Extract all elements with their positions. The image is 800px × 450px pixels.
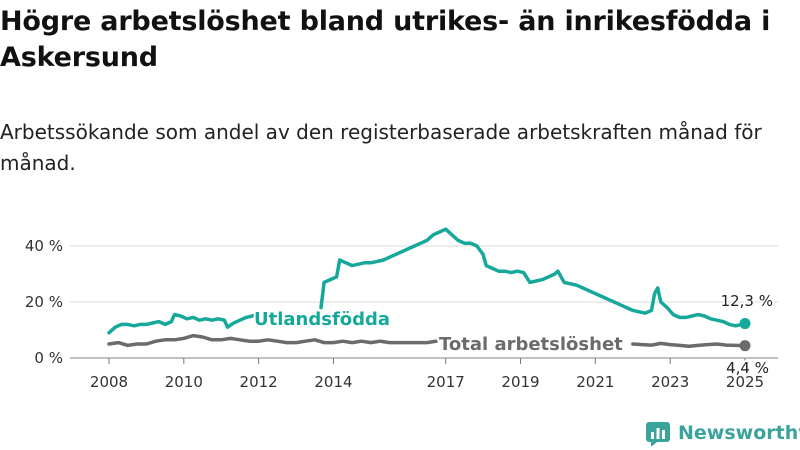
y-tick-label: 40 % bbox=[25, 237, 63, 255]
y-tick-label: 20 % bbox=[25, 293, 63, 311]
series-end-value: 12,3 % bbox=[721, 292, 773, 310]
series-line-0 bbox=[107, 227, 747, 335]
chart-subtitle: Arbetssökande som andel av den registerb… bbox=[0, 120, 762, 175]
y-axis-labels: 0 % 20 % 40 % bbox=[25, 237, 63, 367]
x-tick-label: 2019 bbox=[501, 373, 539, 391]
brand-name: Newsworthy bbox=[678, 422, 800, 444]
series-lines bbox=[107, 227, 751, 352]
series-end-point bbox=[739, 318, 751, 330]
x-tick-label: 2021 bbox=[576, 373, 614, 391]
series-name-label: Total arbetslöshet bbox=[439, 334, 623, 355]
x-tick-label: 2025 bbox=[726, 373, 764, 391]
x-tick-label: 2012 bbox=[240, 373, 278, 391]
newsworthy-brand: Newsworthy bbox=[645, 419, 800, 447]
series-labels: 12,3 % 4,4 % Utlandsfödda Total arbetslöshe… bbox=[252, 291, 775, 379]
x-tick-label: 2014 bbox=[314, 373, 352, 391]
x-tick-label: 2023 bbox=[651, 373, 689, 391]
series-line-1 bbox=[107, 333, 747, 348]
x-tick-label: 2017 bbox=[427, 373, 465, 391]
series-end-point bbox=[739, 340, 751, 352]
x-axis: 2008 2010 2012 2014 2017 2019 2021 2023 2025 bbox=[90, 358, 764, 391]
newsworthy-logo-icon bbox=[646, 422, 670, 446]
y-tick-label: 0 % bbox=[34, 349, 63, 367]
x-tick-label: 2010 bbox=[165, 373, 203, 391]
series-name-label: Utlandsfödda bbox=[254, 309, 390, 330]
chart-title: Högre arbetslöshet bland utrikes- än inr… bbox=[0, 6, 771, 73]
x-tick-label: 2008 bbox=[90, 373, 128, 391]
series-end-value: 4,4 % bbox=[726, 359, 769, 377]
